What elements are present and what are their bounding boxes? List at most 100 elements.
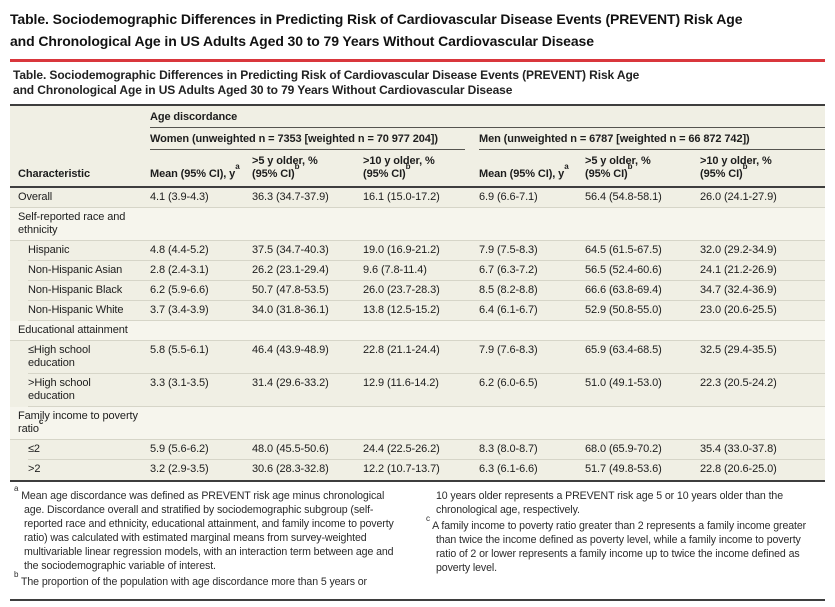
panel-accent-rule bbox=[10, 59, 825, 62]
footnote-b-part1: b The proportion of the population with … bbox=[14, 570, 367, 588]
table-cell: 24.4 (22.5-26.2) bbox=[363, 440, 479, 460]
table-cell: 51.7 (49.8-53.6) bbox=[585, 463, 662, 475]
table-cell: 19.0 (16.9-21.2) bbox=[363, 241, 479, 261]
table-cell: 35.4 (33.0-37.8) bbox=[700, 440, 825, 460]
table-row-non-hispanic-black: Non-Hispanic Black 6.2 (5.9-6.6) 50.7 (4… bbox=[10, 281, 825, 301]
column-header-women-gt10: >10 y older, % (95% CI)b bbox=[363, 155, 435, 180]
table-cell: 37.5 (34.7-40.3) bbox=[252, 241, 363, 261]
section-label: Family income to poverty ratioc bbox=[18, 410, 138, 435]
table-cell: 48.0 (45.5-50.6) bbox=[252, 440, 363, 460]
section-row-family-income: Family income to poverty ratioc bbox=[10, 407, 825, 440]
table-cell: 4.1 (3.9-4.3) bbox=[150, 188, 252, 208]
footnote-marker-a: a bbox=[235, 162, 240, 172]
table-cell: 66.6 (63.8-69.4) bbox=[585, 281, 700, 301]
section-row-educational-attainment: Educational attainment bbox=[10, 321, 825, 341]
header-spacer bbox=[10, 128, 150, 150]
figure-bottom-rule bbox=[10, 599, 825, 601]
footnote-marker-b: b bbox=[14, 570, 19, 580]
table-cell: 34.7 (32.4-36.9) bbox=[700, 281, 825, 301]
table-cell: 26.2 (23.1-29.4) bbox=[252, 261, 363, 281]
table-cell: 23.0 (20.6-25.5) bbox=[700, 301, 825, 321]
span-header-age-discordance: Age discordance bbox=[150, 106, 825, 128]
panel-title-line1: Table. Sociodemographic Differences in P… bbox=[13, 68, 640, 82]
header-spacer bbox=[10, 106, 150, 128]
section-label: Self-reported race and ethnicity bbox=[18, 211, 126, 236]
table-cell: 68.0 (65.9-70.2) bbox=[585, 440, 700, 460]
table-cell: 51.0 (49.1-53.0) bbox=[585, 374, 700, 407]
table-row-ratio-gt-2: >2 3.2 (2.9-3.5) 30.6 (28.3-32.8) 12.2 (… bbox=[10, 460, 825, 480]
footnote-b-part2: 10 years older represents a PREVENT risk… bbox=[436, 490, 783, 516]
table-cell: 7.9 (7.5-8.3) bbox=[479, 241, 585, 261]
footnote-column-left: a Mean age discordance was defined as PR… bbox=[14, 484, 404, 591]
table-top-rule bbox=[10, 104, 825, 106]
footnote-marker-c: c bbox=[38, 417, 44, 427]
figure-title-line2: and Chronological Age in US Adults Aged … bbox=[10, 33, 594, 49]
table-cell: 65.9 (63.4-68.5) bbox=[585, 341, 700, 374]
table-cell: 56.5 (52.4-60.6) bbox=[585, 261, 700, 281]
table-cell: 6.9 (6.6-7.1) bbox=[479, 188, 585, 208]
table-cell: 4.8 (4.4-5.2) bbox=[150, 241, 252, 261]
table-cell: 64.5 (61.5-67.5) bbox=[585, 241, 700, 261]
table-cell: 6.7 (6.3-7.2) bbox=[479, 261, 585, 281]
footnote-marker-c: c bbox=[426, 514, 430, 524]
footnote-marker-b: b bbox=[294, 162, 300, 172]
group-header-men: Men (unweighted n = 6787 [weighted n = 6… bbox=[479, 128, 825, 150]
column-header-women-gt5: >5 y older, % (95% CI)b bbox=[252, 155, 318, 180]
table-cell: 6.2 (5.9-6.6) bbox=[150, 281, 252, 301]
panel-title: Table. Sociodemographic Differences in P… bbox=[10, 62, 825, 104]
row-label: ≤High school education bbox=[10, 341, 150, 374]
section-row-race-ethnicity: Self-reported race and ethnicity bbox=[10, 208, 825, 241]
table-cell: 5.9 (5.6-6.2) bbox=[150, 440, 252, 460]
row-label: >High school education bbox=[10, 374, 150, 407]
row-label: Non-Hispanic White bbox=[10, 301, 150, 321]
table-cell: 22.8 (21.1-24.4) bbox=[363, 341, 479, 374]
footnote-marker-b: b bbox=[742, 162, 748, 172]
row-label: Non-Hispanic Asian bbox=[10, 261, 150, 281]
table-row-non-hispanic-asian: Non-Hispanic Asian 2.8 (2.4-3.1) 26.2 (2… bbox=[10, 261, 825, 281]
table-cell: 34.0 (31.8-36.1) bbox=[252, 301, 363, 321]
table-cell: 8.3 (8.0-8.7) bbox=[479, 440, 585, 460]
table-cell: 22.3 (20.5-24.2) bbox=[700, 374, 825, 407]
table-cell: 9.6 (7.8-11.4) bbox=[363, 261, 479, 281]
table-cell: 26.0 (23.7-28.3) bbox=[363, 281, 479, 301]
table-cell: 6.2 (6.0-6.5) bbox=[479, 374, 585, 407]
row-label: Non-Hispanic Black bbox=[10, 281, 150, 301]
table-row-le-high-school: ≤High school education 5.8 (5.5-6.1) 46.… bbox=[10, 341, 825, 374]
section-label: Educational attainment bbox=[18, 324, 128, 336]
footnote-a: a Mean age discordance was defined as PR… bbox=[14, 484, 394, 572]
figure-title-line1: Table. Sociodemographic Differences in P… bbox=[10, 11, 743, 27]
footnote-marker-a: a bbox=[564, 162, 569, 172]
table-cell: 2.8 (2.4-3.1) bbox=[150, 261, 252, 281]
footnote-c: c A family income to poverty ratio great… bbox=[426, 514, 807, 574]
table-cell: 52.9 (50.8-55.0) bbox=[585, 301, 700, 321]
table-bottom-rule bbox=[10, 480, 825, 482]
table-cell: 32.0 (29.2-34.9) bbox=[700, 241, 825, 261]
row-label: Hispanic bbox=[10, 241, 150, 261]
table-cell: 31.4 (29.6-33.2) bbox=[252, 374, 363, 407]
table-cell: 26.0 (24.1-27.9) bbox=[700, 188, 825, 208]
column-header-men-gt10: >10 y older, % (95% CI)b bbox=[700, 155, 772, 180]
table-cell: 24.1 (21.2-26.9) bbox=[700, 261, 825, 281]
footnote-marker-a: a bbox=[14, 484, 19, 494]
table-cell: 32.5 (29.4-35.5) bbox=[700, 341, 825, 374]
table-row-ratio-le-2: ≤2 5.9 (5.6-6.2) 48.0 (45.5-50.6) 24.4 (… bbox=[10, 440, 825, 460]
group-header-women: Women (unweighted n = 7353 [weighted n =… bbox=[150, 128, 465, 150]
column-header-characteristic: Characteristic bbox=[18, 168, 90, 180]
column-header-men-gt5: >5 y older, % (95% CI)b bbox=[585, 155, 651, 180]
table-cell: 16.1 (15.0-17.2) bbox=[363, 188, 479, 208]
table-header: Age discordance Women (unweighted n = 73… bbox=[10, 106, 825, 188]
table-cell: 3.3 (3.1-3.5) bbox=[150, 374, 252, 407]
table-cell: 13.8 (12.5-15.2) bbox=[363, 301, 479, 321]
row-label: ≤2 bbox=[10, 440, 150, 460]
footnote-marker-b: b bbox=[405, 162, 411, 172]
table-cell: 22.8 (20.6-25.0) bbox=[700, 463, 777, 475]
table-cell: 12.9 (11.6-14.2) bbox=[363, 374, 479, 407]
table-cell: 46.4 (43.9-48.9) bbox=[252, 341, 363, 374]
figure-title: Table. Sociodemographic Differences in P… bbox=[10, 9, 825, 51]
table-row-non-hispanic-white: Non-Hispanic White 3.7 (3.4-3.9) 34.0 (3… bbox=[10, 301, 825, 321]
table-cell: 30.6 (28.3-32.8) bbox=[252, 463, 329, 475]
figure-container: Table. Sociodemographic Differences in P… bbox=[10, 9, 825, 601]
table-cell: 3.7 (3.4-3.9) bbox=[150, 301, 252, 321]
table-cell: 6.4 (6.1-6.7) bbox=[479, 301, 585, 321]
table-row-gt-high-school: >High school education 3.3 (3.1-3.5) 31.… bbox=[10, 374, 825, 407]
